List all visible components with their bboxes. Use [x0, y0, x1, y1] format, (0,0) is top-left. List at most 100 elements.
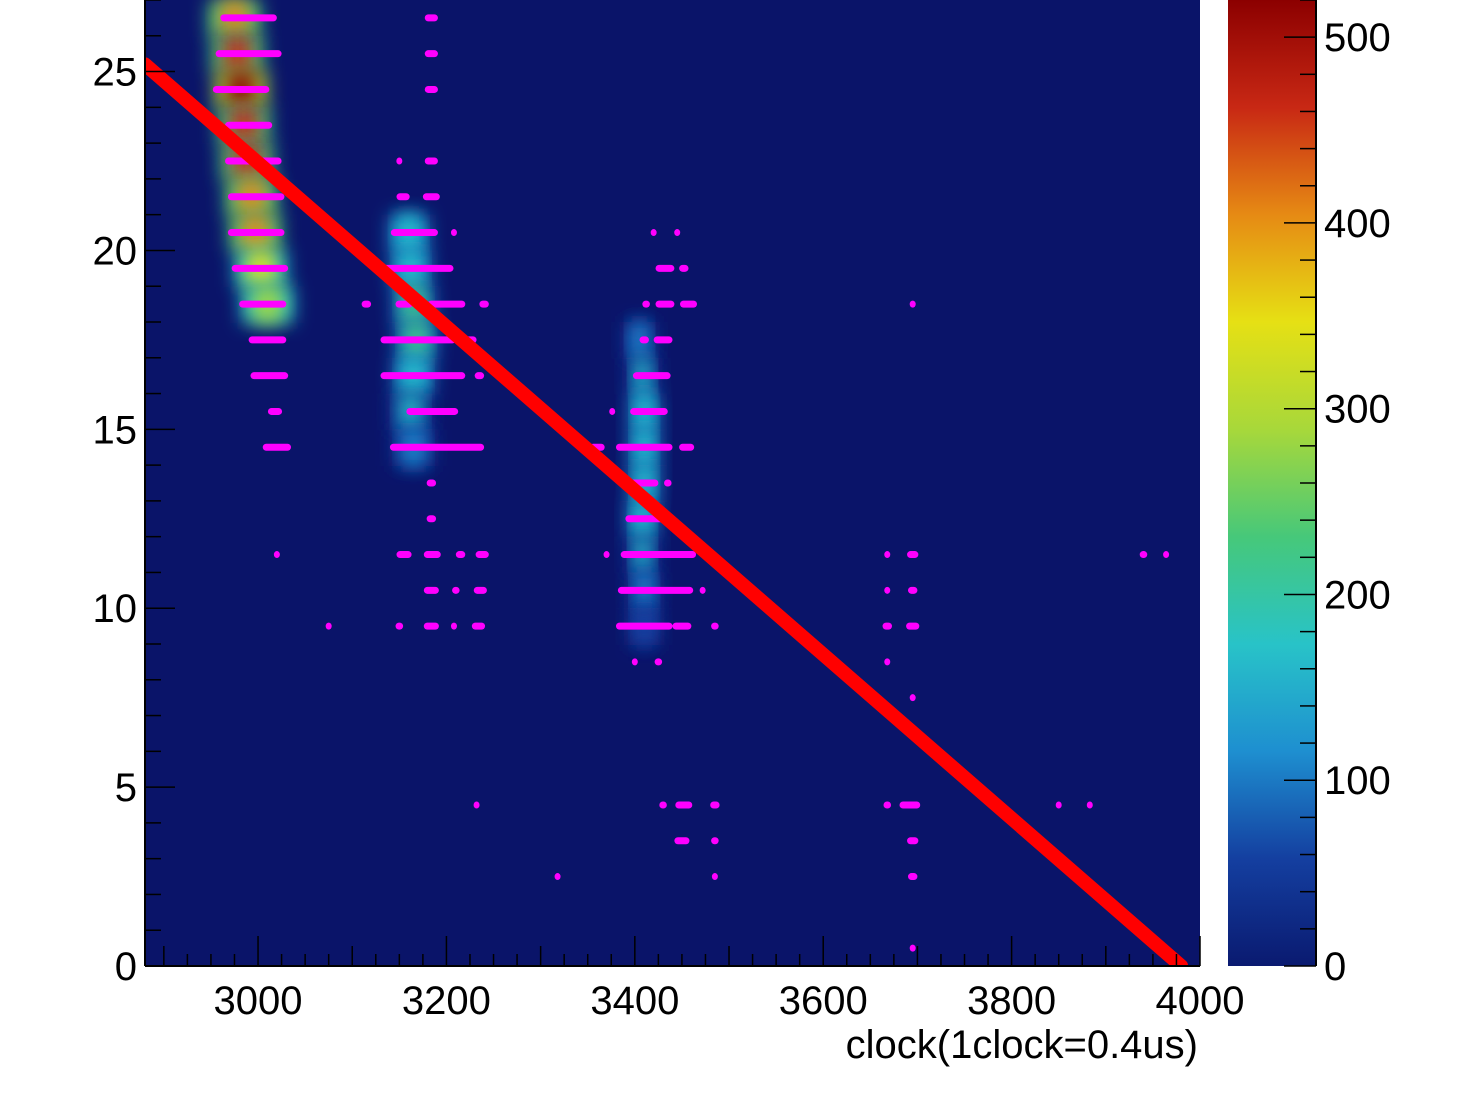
hit-marker: [909, 944, 916, 952]
hit-marker: [423, 622, 439, 630]
hit-marker: [617, 586, 694, 594]
hit-marker: [423, 586, 439, 594]
hit-marker: [884, 658, 891, 666]
hit-marker: [423, 551, 441, 559]
hit-marker: [426, 515, 437, 523]
hit-marker: [630, 407, 668, 415]
hit-marker: [909, 300, 916, 308]
hit-marker: [655, 300, 675, 308]
hit-marker: [396, 193, 410, 201]
hit-marker: [883, 801, 892, 809]
hit-marker: [906, 622, 920, 630]
hit-marker: [450, 622, 457, 630]
hit-marker: [227, 229, 285, 237]
hit-marker: [239, 300, 287, 308]
y-tick-label: 0: [115, 945, 137, 989]
hit-marker: [1055, 801, 1062, 809]
hit-marker: [672, 622, 692, 630]
hit-marker: [615, 443, 673, 451]
hit-marker: [215, 50, 282, 58]
colorbar-tick-label: 400: [1324, 202, 1391, 246]
hit-marker: [450, 229, 457, 237]
hit-marker: [882, 622, 892, 630]
y-tick-label: 25: [93, 51, 138, 95]
hit-marker: [424, 157, 438, 165]
y-tick-label: 5: [115, 766, 137, 810]
hit-marker: [427, 300, 466, 308]
hit-marker: [273, 551, 280, 559]
x-tick-label: 4000: [1156, 979, 1245, 1023]
hit-marker: [361, 300, 372, 308]
hit-marker: [220, 14, 277, 22]
colorbar-tick-label: 500: [1324, 16, 1391, 60]
hit-marker: [406, 407, 459, 415]
hit-marker: [679, 443, 695, 451]
hit-marker: [615, 622, 673, 630]
hit-marker: [674, 837, 690, 845]
hit-marker: [452, 586, 460, 594]
y-tick-label: 10: [93, 587, 138, 631]
hit-marker: [650, 229, 657, 237]
colorbar-tick-label: 200: [1324, 573, 1391, 617]
hit-marker: [675, 801, 693, 809]
hit-marker: [1163, 551, 1170, 559]
hit-marker: [680, 300, 697, 308]
colorbar-tick-label: 0: [1324, 945, 1346, 989]
hit-marker: [422, 193, 440, 201]
colorbar-tick-label: 100: [1324, 759, 1391, 803]
hit-marker: [711, 622, 719, 630]
hit-marker: [899, 801, 921, 809]
hit-marker: [639, 336, 649, 344]
hit-marker: [659, 801, 667, 809]
hit-marker: [907, 586, 918, 594]
hit-marker: [267, 407, 283, 415]
hit-marker: [907, 837, 919, 845]
hit-marker: [603, 551, 610, 559]
hit-markers: [212, 14, 1170, 952]
hit-marker: [664, 479, 672, 487]
x-tick-label: 3000: [214, 979, 303, 1023]
hit-marker: [655, 264, 675, 272]
hit-marker: [907, 873, 918, 881]
hit-marker: [711, 873, 718, 881]
colorbar-axis: 0 100 200 300 400 500: [1284, 0, 1391, 989]
hit-marker: [471, 622, 486, 630]
hit-marker: [609, 407, 616, 415]
hit-marker: [653, 336, 673, 344]
x-tick-label: 3400: [590, 979, 679, 1023]
hit-marker: [710, 801, 720, 809]
hit-marker: [699, 586, 706, 594]
y-tick-label: 20: [93, 229, 138, 273]
hit-marker: [654, 658, 663, 666]
hit-marker: [231, 264, 289, 272]
fit-line-layer: [145, 57, 1189, 966]
hit-marker: [248, 336, 287, 344]
hit-marker: [262, 443, 292, 451]
hit-marker: [424, 50, 438, 58]
hit-marker: [455, 551, 466, 559]
hit-marker: [473, 801, 480, 809]
hit-marker: [679, 264, 689, 272]
hit-marker: [674, 229, 681, 237]
hit-marker: [711, 837, 719, 845]
hit-marker: [884, 551, 891, 559]
x-axis-title: clock(1clock=0.4us): [846, 1023, 1198, 1067]
hit-marker: [479, 300, 489, 308]
y-tick-label: 15: [93, 408, 138, 452]
hit-marker: [632, 372, 671, 380]
hit-marker: [396, 551, 412, 559]
x-tick-label: 3800: [967, 979, 1056, 1023]
hit-marker: [373, 264, 454, 272]
hit-marker: [631, 658, 638, 666]
hit-marker: [424, 85, 438, 93]
fit-line: [145, 57, 1189, 966]
hit-marker: [620, 551, 697, 559]
hit-marker: [389, 443, 485, 451]
x-tick-label: 3200: [402, 979, 491, 1023]
hit-marker: [473, 586, 487, 594]
hit-marker: [475, 551, 489, 559]
hit-marker: [227, 193, 285, 201]
hit-marker: [250, 372, 289, 380]
hit-marker: [325, 622, 332, 630]
